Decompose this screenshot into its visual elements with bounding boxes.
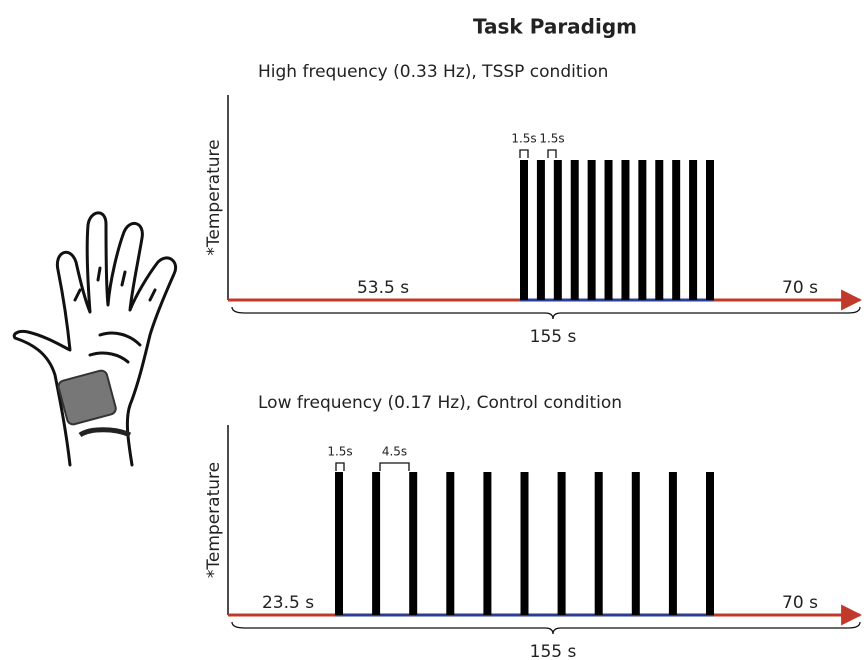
total-duration: 155 s bbox=[530, 327, 577, 347]
pulse bbox=[335, 472, 343, 615]
panels: High frequency (0.33 Hz), TSSP condition… bbox=[204, 62, 863, 660]
panel-subtitle: Low frequency (0.17 Hz), Control conditi… bbox=[258, 393, 622, 413]
interval-label: 1.5s bbox=[327, 445, 352, 459]
pulse bbox=[446, 472, 455, 615]
interval-bracket bbox=[519, 149, 529, 158]
pulse bbox=[553, 160, 562, 300]
pulse bbox=[706, 472, 714, 615]
y-axis-label: *Temperature bbox=[204, 462, 224, 578]
pulse bbox=[594, 472, 603, 615]
total-brace bbox=[231, 621, 861, 635]
interval-label: 1.5s bbox=[511, 132, 536, 146]
pulse bbox=[570, 160, 579, 300]
pulse bbox=[520, 160, 528, 300]
panel-subtitle: High frequency (0.33 Hz), TSSP condition bbox=[258, 62, 608, 82]
interval-bracket bbox=[335, 462, 345, 471]
total-brace bbox=[231, 306, 861, 320]
pulse bbox=[372, 472, 381, 615]
device bbox=[57, 369, 132, 438]
interval-bracket bbox=[547, 149, 557, 158]
pulse bbox=[631, 472, 640, 615]
total-duration: 155 s bbox=[530, 642, 577, 660]
pulse bbox=[604, 160, 613, 300]
post-duration: 70 s bbox=[782, 593, 818, 613]
pre-duration: 53.5 s bbox=[357, 278, 409, 298]
pulse bbox=[520, 472, 529, 615]
pulse bbox=[706, 160, 714, 300]
y-axis-label: *Temperature bbox=[204, 139, 224, 255]
post-duration: 70 s bbox=[782, 278, 818, 298]
pulse bbox=[655, 160, 664, 300]
pre-duration: 23.5 s bbox=[262, 593, 314, 613]
pulse bbox=[668, 472, 677, 615]
pulse bbox=[557, 472, 566, 615]
pulse bbox=[621, 160, 630, 300]
hand-illustration bbox=[12, 211, 177, 467]
pulse bbox=[672, 160, 681, 300]
pulse bbox=[483, 472, 492, 615]
interval-label: 1.5s bbox=[539, 132, 564, 146]
pulse bbox=[587, 160, 596, 300]
pulse bbox=[638, 160, 647, 300]
interval-bracket bbox=[379, 462, 410, 471]
pulse bbox=[689, 160, 698, 300]
pulse bbox=[409, 472, 418, 615]
title: Task Paradigm bbox=[473, 15, 637, 39]
pulse bbox=[536, 160, 545, 300]
interval-label: 4.5s bbox=[382, 445, 407, 459]
